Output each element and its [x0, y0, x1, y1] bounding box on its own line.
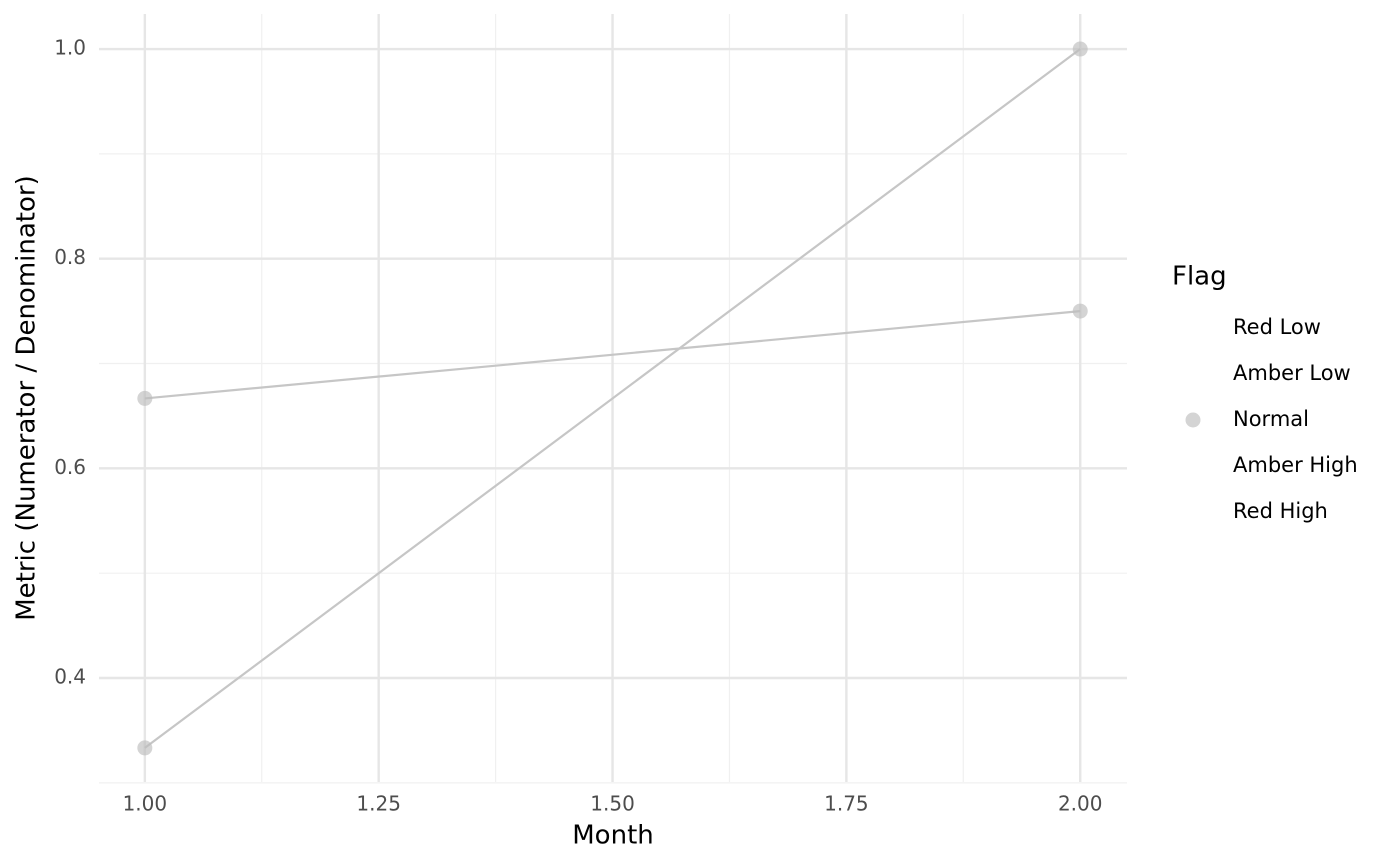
series-line	[144, 48, 1081, 749]
x-tick-label: 1.75	[824, 792, 869, 816]
data-point	[1072, 303, 1088, 319]
legend-label: Amber High	[1233, 453, 1358, 477]
data-point	[1072, 41, 1088, 57]
legend-label: Red High	[1233, 499, 1328, 523]
x-tick-label: 1.50	[590, 792, 635, 816]
legend-label: Normal	[1233, 407, 1309, 431]
grid	[99, 14, 1127, 784]
data-point	[137, 390, 153, 406]
legend-key	[1185, 412, 1201, 428]
x-axis-title: Month	[572, 821, 654, 851]
series-line	[144, 309, 1081, 400]
legend-label: Red Low	[1233, 315, 1321, 339]
y-tick-label: 0.8	[54, 245, 86, 269]
y-tick-label: 1.0	[54, 36, 86, 60]
legend-label: Amber Low	[1233, 361, 1351, 385]
y-tick-label: 0.4	[54, 665, 86, 689]
x-tick-label: 1.25	[356, 792, 401, 816]
plot-area	[137, 41, 1088, 756]
legend-title: Flag	[1172, 262, 1227, 292]
y-tick-label: 0.6	[54, 455, 86, 479]
x-tick-label: 1.00	[123, 792, 168, 816]
x-tick-label: 2.00	[1058, 792, 1103, 816]
data-point	[137, 740, 153, 756]
y-axis-title: Metric (Numerator / Denominator)	[12, 175, 42, 621]
